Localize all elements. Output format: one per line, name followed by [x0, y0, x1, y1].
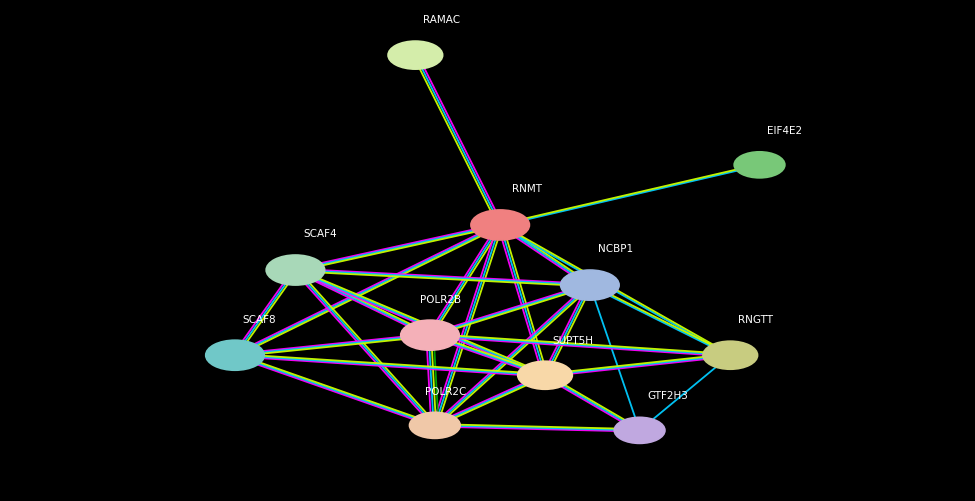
Text: RNMT: RNMT: [512, 184, 542, 194]
Circle shape: [734, 152, 785, 178]
Text: SUPT5H: SUPT5H: [553, 336, 594, 346]
Circle shape: [206, 340, 264, 370]
Circle shape: [401, 320, 459, 350]
Text: RNGTT: RNGTT: [738, 315, 773, 325]
Circle shape: [518, 361, 572, 389]
Text: NCBP1: NCBP1: [598, 244, 633, 254]
Circle shape: [471, 210, 529, 240]
Text: POLR2C: POLR2C: [425, 387, 466, 397]
Circle shape: [388, 41, 443, 69]
Text: GTF2H3: GTF2H3: [647, 391, 688, 401]
Circle shape: [410, 412, 460, 438]
Text: EIF4E2: EIF4E2: [767, 126, 802, 136]
Circle shape: [561, 270, 619, 300]
Text: SCAF4: SCAF4: [303, 229, 336, 239]
Circle shape: [703, 341, 758, 369]
Text: POLR2B: POLR2B: [420, 295, 461, 305]
Text: RAMAC: RAMAC: [423, 15, 460, 25]
Text: SCAF8: SCAF8: [243, 315, 276, 325]
Circle shape: [266, 255, 325, 285]
Circle shape: [614, 417, 665, 443]
